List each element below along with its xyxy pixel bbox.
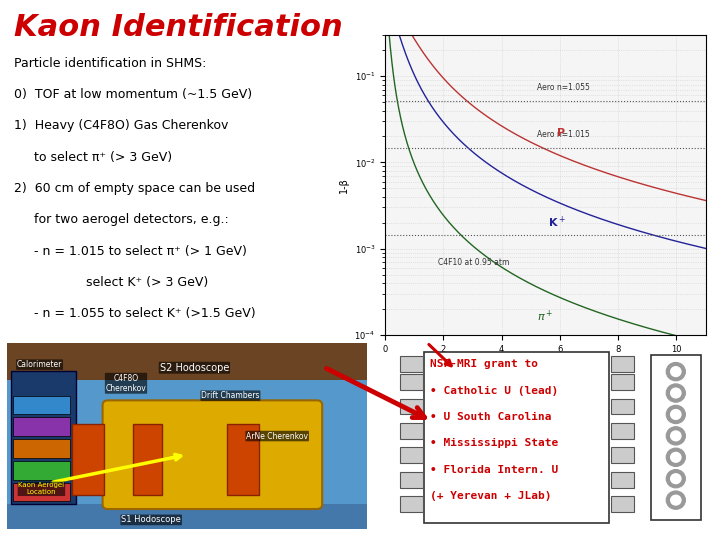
Circle shape — [666, 405, 685, 423]
Bar — [7, 504, 367, 529]
Bar — [611, 374, 634, 390]
Text: • Catholic U (lead): • Catholic U (lead) — [430, 386, 558, 396]
Bar — [72, 423, 104, 495]
Circle shape — [666, 448, 685, 467]
Bar — [400, 356, 423, 372]
Bar — [400, 399, 423, 415]
Text: Kaon Identification: Kaon Identification — [14, 14, 343, 43]
Bar — [400, 448, 423, 463]
Text: S2 Hodoscope: S2 Hodoscope — [160, 363, 229, 373]
Text: Aero n=1.015: Aero n=1.015 — [536, 131, 590, 139]
Circle shape — [670, 495, 681, 505]
Circle shape — [670, 388, 681, 398]
Text: Particle identification in SHMS:: Particle identification in SHMS: — [14, 57, 207, 70]
Bar — [611, 472, 634, 488]
Circle shape — [670, 431, 681, 441]
Text: Drift Chambers: Drift Chambers — [201, 391, 260, 400]
Circle shape — [666, 427, 685, 445]
Text: K$^+$: K$^+$ — [549, 214, 566, 230]
Bar — [423, 352, 609, 523]
Bar — [400, 472, 423, 488]
Bar — [611, 448, 634, 463]
Text: 0)  TOF at low momentum (~1.5 GeV): 0) TOF at low momentum (~1.5 GeV) — [14, 88, 253, 101]
Bar — [400, 374, 423, 390]
Text: Kaon Aerogel
Location: Kaon Aerogel Location — [18, 482, 65, 495]
Circle shape — [666, 469, 685, 488]
Text: - n = 1.015 to select π⁺ (> 1 GeV): - n = 1.015 to select π⁺ (> 1 GeV) — [14, 245, 247, 258]
Text: C4F10 at 0.95 atm: C4F10 at 0.95 atm — [438, 258, 509, 267]
Text: ArNe Cherenkov: ArNe Cherenkov — [246, 431, 308, 441]
Text: (+ Yerevan + JLab): (+ Yerevan + JLab) — [430, 491, 552, 501]
Bar — [13, 396, 71, 414]
Text: • U South Carolina: • U South Carolina — [430, 412, 552, 422]
Circle shape — [666, 384, 685, 402]
X-axis label: P (GeV/c): P (GeV/c) — [523, 359, 568, 369]
Text: 1)  Heavy (C4F8O) Gas Cherenkov: 1) Heavy (C4F8O) Gas Cherenkov — [14, 119, 229, 132]
Circle shape — [670, 474, 681, 484]
Bar — [400, 496, 423, 512]
Text: for two aerogel detectors, e.g.:: for two aerogel detectors, e.g.: — [14, 213, 229, 226]
Text: - n = 1.055 to select K⁺ (>1.5 GeV): - n = 1.055 to select K⁺ (>1.5 GeV) — [14, 307, 256, 320]
Text: select K⁺ (> 3 GeV): select K⁺ (> 3 GeV) — [14, 276, 209, 289]
Bar — [611, 423, 634, 439]
Text: • Florida Intern. U: • Florida Intern. U — [430, 464, 558, 475]
Text: NSF-MRI grant to: NSF-MRI grant to — [430, 360, 538, 369]
Circle shape — [666, 362, 685, 381]
Bar — [611, 496, 634, 512]
Circle shape — [670, 367, 681, 376]
Bar — [13, 461, 71, 480]
Text: to select π⁺ (> 3 GeV): to select π⁺ (> 3 GeV) — [14, 151, 173, 164]
Text: Aero n=1.055: Aero n=1.055 — [536, 83, 590, 92]
Bar — [133, 423, 162, 495]
Bar — [651, 355, 701, 520]
Text: Calorimeter: Calorimeter — [17, 360, 63, 369]
Circle shape — [670, 409, 681, 420]
Text: C4F8O
Cherenkov: C4F8O Cherenkov — [106, 374, 146, 393]
Bar — [7, 343, 367, 380]
Text: P: P — [557, 127, 565, 138]
Bar — [400, 423, 423, 439]
Bar — [13, 439, 71, 458]
Bar — [13, 417, 71, 436]
Bar — [611, 399, 634, 415]
Y-axis label: 1-β: 1-β — [339, 177, 349, 193]
Bar — [11, 371, 76, 504]
FancyBboxPatch shape — [102, 400, 323, 509]
Circle shape — [666, 491, 685, 509]
Circle shape — [670, 453, 681, 462]
Text: 2)  60 cm of empty space can be used: 2) 60 cm of empty space can be used — [14, 182, 256, 195]
Text: S1 Hodoscope: S1 Hodoscope — [121, 515, 181, 524]
Bar — [227, 423, 259, 495]
Bar — [13, 483, 71, 501]
Text: • Mississippi State: • Mississippi State — [430, 438, 558, 448]
Bar — [611, 356, 634, 372]
Text: $\pi^+$: $\pi^+$ — [536, 309, 553, 324]
